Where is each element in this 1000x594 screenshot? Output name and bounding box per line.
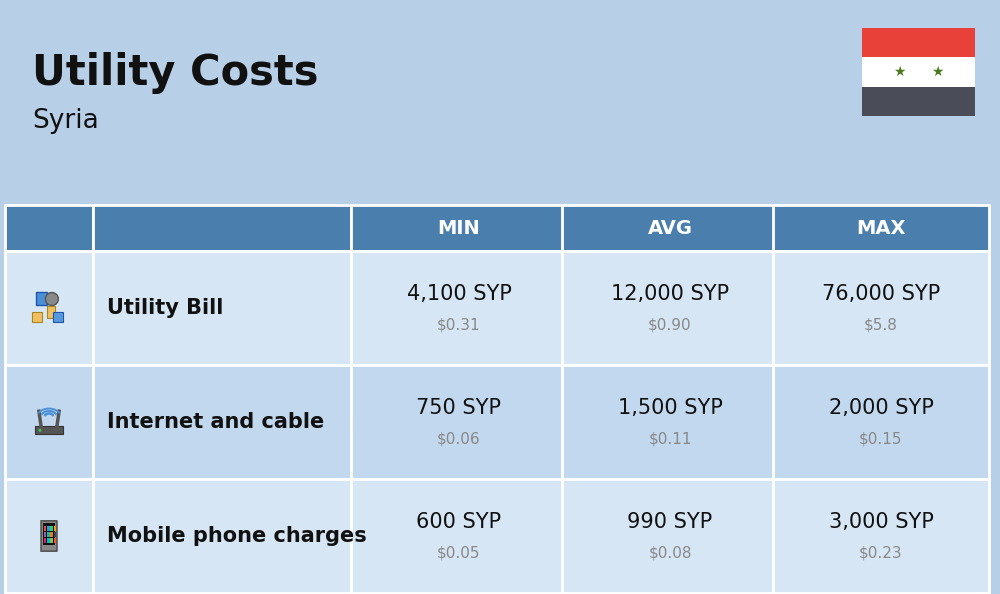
Bar	[50, 526, 53, 530]
Bar	[44, 532, 46, 537]
Bar	[773, 205, 989, 251]
Bar	[351, 251, 567, 365]
Text: ★: ★	[893, 65, 906, 79]
Text: Syria: Syria	[32, 108, 99, 134]
Text: $0.90: $0.90	[648, 318, 692, 333]
Bar	[562, 251, 778, 365]
Text: MAX: MAX	[856, 219, 906, 238]
Bar	[773, 251, 989, 365]
Bar	[36, 292, 47, 305]
Bar	[93, 479, 351, 593]
Bar	[5, 251, 93, 365]
Bar	[54, 538, 56, 543]
Text: Utility Costs: Utility Costs	[32, 52, 318, 94]
Text: 2,000 SYP: 2,000 SYP	[829, 399, 933, 418]
Bar	[47, 532, 50, 537]
Text: 750 SYP: 750 SYP	[416, 399, 502, 418]
Bar	[562, 479, 778, 593]
Bar	[32, 312, 42, 322]
Bar	[862, 87, 975, 116]
Bar	[47, 526, 50, 530]
Bar	[93, 205, 351, 251]
Bar	[562, 205, 778, 251]
Bar	[53, 312, 63, 322]
Text: 76,000 SYP: 76,000 SYP	[822, 285, 940, 304]
Bar	[773, 365, 989, 479]
Text: 990 SYP: 990 SYP	[627, 512, 713, 532]
Text: 4,100 SYP: 4,100 SYP	[407, 285, 511, 304]
Bar	[50, 538, 53, 543]
Text: 12,000 SYP: 12,000 SYP	[611, 285, 729, 304]
Bar	[35, 426, 63, 434]
Bar	[351, 205, 567, 251]
Bar	[862, 58, 975, 87]
Text: $0.08: $0.08	[648, 546, 692, 561]
Text: $0.11: $0.11	[648, 432, 692, 447]
Circle shape	[45, 292, 58, 305]
Text: MIN: MIN	[438, 219, 480, 238]
Bar	[47, 306, 55, 318]
Text: $5.8: $5.8	[864, 318, 898, 333]
Text: Mobile phone charges: Mobile phone charges	[107, 526, 367, 546]
Bar	[43, 523, 55, 545]
Text: 3,000 SYP: 3,000 SYP	[829, 512, 933, 532]
Text: ★: ★	[931, 65, 944, 79]
Text: $0.05: $0.05	[437, 546, 481, 561]
Bar	[351, 365, 567, 479]
Bar	[47, 538, 50, 543]
Bar	[93, 251, 351, 365]
Bar	[862, 28, 975, 58]
Bar	[773, 479, 989, 593]
Bar	[562, 365, 778, 479]
Bar	[93, 365, 351, 479]
Bar	[351, 479, 567, 593]
Bar	[44, 538, 46, 543]
Text: Internet and cable: Internet and cable	[107, 412, 324, 432]
Text: $0.31: $0.31	[437, 318, 481, 333]
Text: Utility Bill: Utility Bill	[107, 298, 223, 318]
Text: $0.06: $0.06	[437, 432, 481, 447]
Bar	[5, 479, 93, 593]
Bar	[5, 205, 93, 251]
Text: $0.15: $0.15	[859, 432, 903, 447]
FancyBboxPatch shape	[41, 521, 57, 551]
Text: 1,500 SYP: 1,500 SYP	[618, 399, 722, 418]
Bar	[44, 526, 46, 530]
Circle shape	[39, 429, 41, 432]
Bar	[54, 532, 56, 537]
Text: 600 SYP: 600 SYP	[416, 512, 502, 532]
Text: AVG: AVG	[648, 219, 692, 238]
Bar	[5, 365, 93, 479]
Text: $0.23: $0.23	[859, 546, 903, 561]
Bar	[50, 532, 53, 537]
Bar	[54, 526, 56, 530]
